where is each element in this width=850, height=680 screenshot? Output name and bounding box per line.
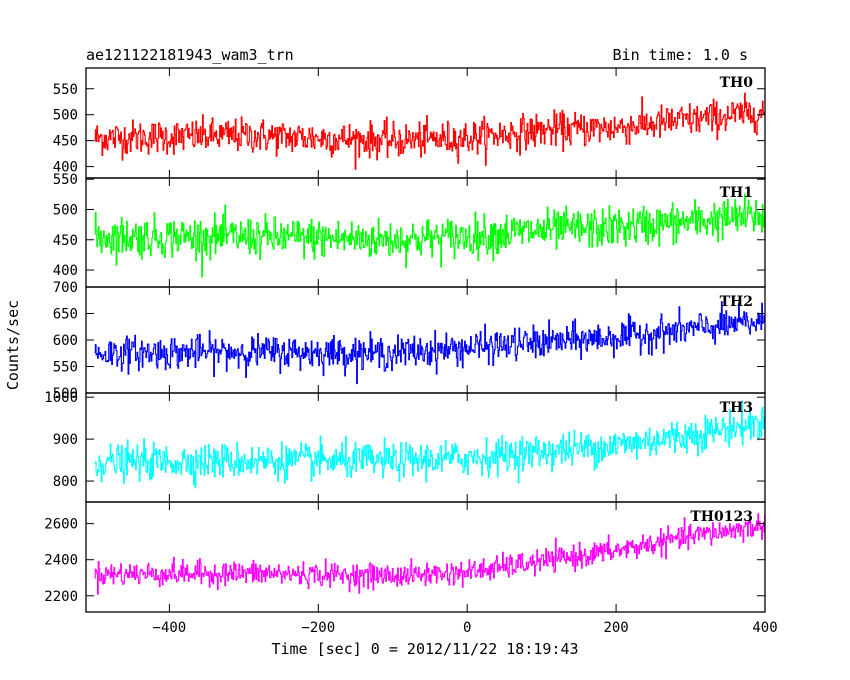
y-tick-label: 550	[53, 82, 78, 98]
y-tick-label: 800	[53, 474, 78, 490]
y-tick-label: 550	[53, 172, 78, 188]
y-axis-label: Counts/sec	[4, 300, 22, 390]
y-tick-label: 500	[53, 386, 78, 402]
panel-label-th3: TH3	[720, 400, 753, 416]
figure-title: ae121122181943_wam3_trn	[86, 46, 294, 64]
y-tick-label: 550	[53, 360, 78, 376]
y-tick-label: 650	[53, 307, 78, 323]
panel-label-th2: TH2	[720, 294, 753, 310]
panel-label-th0: TH0	[720, 75, 754, 91]
y-tick-label: 2600	[44, 517, 78, 533]
x-tick-label: 200	[603, 620, 628, 636]
bin-time-label: Bin time: 1.0 s	[613, 46, 748, 64]
y-tick-label: 1000	[44, 390, 78, 406]
x-tick-label: −400	[153, 620, 187, 636]
y-tick-label: 400	[53, 160, 78, 176]
x-tick-label: 0	[463, 620, 471, 636]
panel-label-th0123: TH0123	[690, 509, 753, 525]
y-tick-label: 2200	[44, 589, 78, 605]
y-tick-label: 2400	[44, 553, 78, 569]
series-th1-line	[94, 193, 765, 278]
y-tick-label: 450	[53, 134, 78, 150]
x-tick-label: −200	[301, 620, 335, 636]
series-th0-line	[94, 92, 765, 170]
panel-frame	[85, 392, 766, 503]
panels: 400 450 500 550 TH0 400 450 500 550 TH1 500 550 600 6…	[44, 67, 778, 636]
panel-frame	[85, 501, 766, 613]
x-tick-label: 400	[752, 620, 777, 636]
y-tick-label: 900	[53, 432, 78, 448]
series-th0123-line	[94, 513, 765, 595]
y-tick-label: 450	[53, 233, 78, 249]
series-th3-line	[94, 400, 765, 489]
y-tick-label: 400	[53, 263, 78, 279]
y-tick-label: 700	[53, 280, 78, 296]
y-tick-label: 500	[53, 108, 78, 124]
x-axis-label: Time [sec] 0 = 2012/11/22 18:19:43	[271, 640, 578, 658]
y-tick-label: 600	[53, 333, 78, 349]
y-tick-label: 500	[53, 202, 78, 218]
panel-label-th1: TH1	[720, 185, 753, 201]
series-th2-line	[94, 301, 765, 385]
